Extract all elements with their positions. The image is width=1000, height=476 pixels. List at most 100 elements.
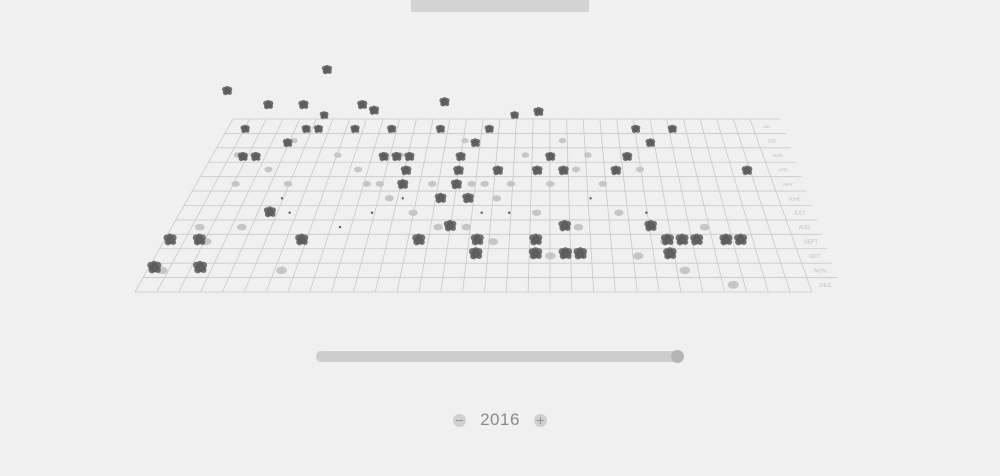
- cluster-point[interactable]: [378, 151, 389, 162]
- grid-column-line: [566, 118, 573, 293]
- cluster-point[interactable]: [222, 85, 233, 96]
- cluster-point[interactable]: [163, 233, 177, 246]
- cluster-point[interactable]: [357, 99, 368, 110]
- cluster-point[interactable]: [470, 138, 481, 148]
- cluster-point[interactable]: [645, 138, 656, 148]
- point-shadow: [546, 180, 555, 187]
- cluster-point[interactable]: [391, 151, 402, 162]
- cluster-point[interactable]: [667, 124, 677, 134]
- cluster-point[interactable]: [610, 165, 622, 176]
- year-slider-thumb[interactable]: [670, 350, 684, 363]
- cluster-point[interactable]: [558, 165, 569, 176]
- point-shadow: [375, 180, 385, 187]
- cluster-point[interactable]: [573, 247, 588, 260]
- point-shadow: [408, 209, 418, 216]
- point-shadow: [384, 195, 394, 202]
- tiny-point: [645, 211, 648, 214]
- cluster-point[interactable]: [295, 233, 309, 246]
- tiny-point: [589, 197, 592, 200]
- cluster-point[interactable]: [622, 151, 633, 162]
- cluster-point[interactable]: [545, 151, 556, 162]
- cluster-point[interactable]: [690, 233, 704, 246]
- cluster-point[interactable]: [368, 105, 380, 115]
- cluster-point[interactable]: [453, 165, 464, 176]
- cluster-point[interactable]: [533, 106, 544, 117]
- cluster-point[interactable]: [237, 151, 248, 162]
- cluster-point[interactable]: [660, 233, 674, 246]
- month-label: FEB: [768, 139, 776, 144]
- minus-icon[interactable]: −: [453, 413, 467, 427]
- grid-column-line: [462, 118, 484, 293]
- month-label: MAY: [783, 182, 793, 187]
- cluster-point[interactable]: [263, 206, 276, 218]
- cluster-point[interactable]: [386, 124, 397, 134]
- cluster-point[interactable]: [443, 219, 457, 232]
- cluster-point[interactable]: [321, 64, 333, 75]
- tiny-point: [507, 211, 511, 214]
- cluster-point[interactable]: [510, 111, 519, 120]
- cluster-point[interactable]: [282, 138, 293, 148]
- cluster-point[interactable]: [644, 219, 657, 232]
- cluster-point[interactable]: [250, 151, 261, 162]
- cluster-point[interactable]: [397, 179, 409, 190]
- cluster-point[interactable]: [631, 124, 641, 134]
- grid-column-line: [418, 118, 451, 293]
- point-shadow: [521, 152, 530, 158]
- cluster-point[interactable]: [435, 124, 446, 134]
- grid-column-line: [287, 118, 351, 293]
- cluster-point[interactable]: [468, 247, 483, 260]
- cluster-point[interactable]: [147, 260, 162, 274]
- cluster-point[interactable]: [741, 165, 753, 176]
- cluster-point[interactable]: [531, 165, 543, 176]
- point-shadow: [231, 180, 240, 187]
- point-shadow: [583, 152, 592, 158]
- grid-column-line: [666, 118, 704, 293]
- cluster-point[interactable]: [193, 260, 208, 274]
- cluster-point[interactable]: [455, 151, 466, 162]
- cluster-point[interactable]: [412, 233, 426, 246]
- cluster-point[interactable]: [298, 99, 309, 110]
- cluster-point[interactable]: [484, 124, 494, 134]
- year-slider-fill: [316, 351, 682, 362]
- point-shadow: [461, 223, 472, 231]
- cluster-point[interactable]: [319, 111, 329, 120]
- cluster-point[interactable]: [240, 124, 250, 134]
- point-shadow: [195, 223, 205, 231]
- cluster-point[interactable]: [434, 192, 447, 204]
- cluster-point[interactable]: [558, 219, 571, 232]
- cluster-point[interactable]: [663, 247, 677, 260]
- cluster-point[interactable]: [719, 233, 733, 246]
- cluster-point[interactable]: [350, 124, 360, 134]
- cluster-point[interactable]: [404, 151, 415, 162]
- cluster-point[interactable]: [450, 179, 462, 190]
- cluster-point[interactable]: [734, 233, 748, 246]
- point-shadow: [545, 252, 556, 260]
- month-label: MAR: [773, 153, 783, 158]
- point-shadow: [598, 180, 607, 187]
- top-panel-tab[interactable]: [411, 0, 589, 12]
- point-shadow: [571, 166, 580, 173]
- cluster-point[interactable]: [528, 247, 543, 260]
- cluster-point[interactable]: [675, 233, 689, 246]
- grid-column-line: [396, 118, 434, 293]
- grid-column-line: [353, 118, 401, 293]
- point-shadow: [362, 180, 371, 187]
- month-label: JAN: [763, 124, 771, 129]
- cluster-point[interactable]: [313, 124, 324, 134]
- point-shadow: [492, 195, 502, 202]
- cluster-point[interactable]: [263, 99, 274, 110]
- point-shadow: [727, 280, 739, 289]
- cluster-point[interactable]: [529, 233, 543, 246]
- cluster-point[interactable]: [439, 97, 450, 107]
- cluster-point[interactable]: [192, 233, 206, 246]
- cluster-point[interactable]: [492, 165, 504, 176]
- cluster-point[interactable]: [558, 247, 573, 260]
- cluster-point[interactable]: [462, 192, 474, 204]
- cluster-point[interactable]: [470, 233, 484, 246]
- plus-icon[interactable]: +: [533, 413, 547, 427]
- point-shadow: [699, 223, 710, 231]
- point-shadow: [679, 266, 691, 275]
- cluster-point[interactable]: [301, 124, 311, 134]
- cluster-point[interactable]: [400, 165, 412, 176]
- year-slider-track[interactable]: [316, 350, 684, 363]
